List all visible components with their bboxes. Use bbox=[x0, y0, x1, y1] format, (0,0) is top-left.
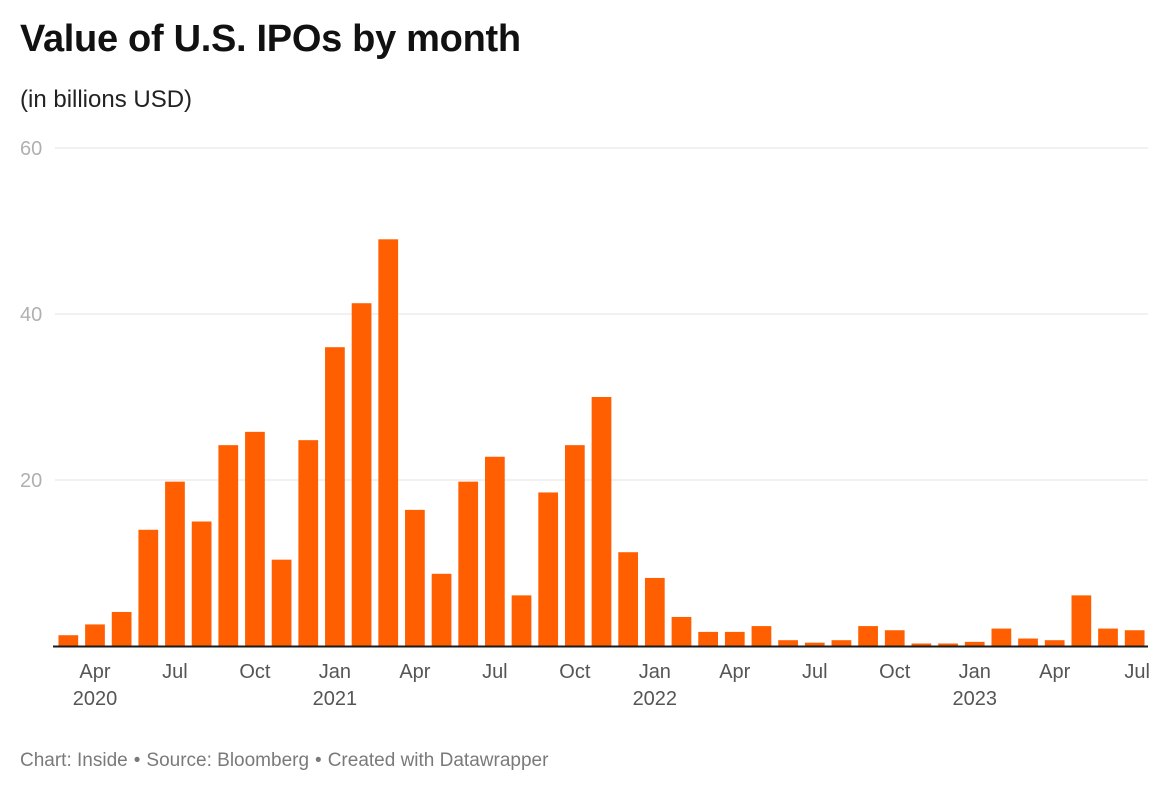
bar bbox=[591, 397, 612, 646]
x-tick-label: Jan bbox=[959, 661, 991, 683]
x-tick-year-label: 2020 bbox=[73, 688, 118, 710]
bar bbox=[751, 626, 772, 646]
bar bbox=[938, 643, 958, 646]
x-tick-year-label: 2023 bbox=[952, 688, 997, 710]
bar bbox=[378, 239, 399, 647]
y-tick-label: 40 bbox=[20, 304, 42, 326]
x-tick-label: Oct bbox=[559, 661, 591, 683]
bar bbox=[485, 456, 505, 646]
bar bbox=[804, 642, 825, 646]
bar bbox=[111, 611, 132, 646]
bar bbox=[245, 431, 265, 646]
x-tick-label: Jul bbox=[162, 661, 188, 683]
bar bbox=[58, 635, 79, 646]
x-tick-label: Oct bbox=[239, 661, 271, 683]
bar bbox=[644, 577, 665, 646]
chart-footer: Chart: Inside • Source: Bloomberg • Created … bbox=[20, 750, 548, 772]
x-tick-label: Apr bbox=[399, 661, 430, 683]
footer-separator: • bbox=[315, 750, 322, 771]
bar bbox=[1018, 638, 1038, 646]
x-tick-label: Oct bbox=[879, 661, 911, 683]
bar bbox=[964, 641, 985, 646]
bar bbox=[618, 552, 639, 646]
bar bbox=[858, 626, 878, 646]
bar bbox=[431, 573, 452, 646]
bar bbox=[325, 347, 345, 646]
bar bbox=[564, 445, 585, 646]
bar bbox=[271, 559, 292, 646]
bar bbox=[298, 440, 319, 646]
bar bbox=[191, 521, 212, 646]
footer-chart-credit: Chart: Inside bbox=[20, 750, 128, 771]
bar bbox=[991, 628, 1012, 646]
bar bbox=[911, 643, 932, 646]
x-tick-year-label: 2022 bbox=[633, 688, 678, 710]
bar bbox=[671, 616, 692, 646]
bar bbox=[1098, 628, 1118, 646]
bar bbox=[1044, 640, 1065, 646]
bar-chart: 20 40 60 Apr 2020 Jul Oct Jan 2021 Apr Jul Oct Jan 20… bbox=[20, 138, 1150, 710]
bar bbox=[165, 481, 185, 646]
footer-source: Source: Bloomberg bbox=[146, 750, 310, 771]
x-tick-label: Jan bbox=[319, 661, 351, 683]
bar bbox=[538, 492, 559, 646]
x-tick-label: Jul bbox=[1124, 661, 1150, 683]
bar bbox=[405, 509, 425, 646]
x-tick-label: Jul bbox=[802, 661, 828, 683]
x-tick-label: Jul bbox=[482, 661, 508, 683]
bar bbox=[138, 529, 159, 646]
x-tick-label: Apr bbox=[1039, 661, 1070, 683]
y-tick-label: 20 bbox=[20, 470, 42, 492]
bar bbox=[778, 640, 798, 646]
footer-separator: • bbox=[133, 750, 141, 771]
bar bbox=[351, 303, 372, 646]
bar bbox=[698, 631, 718, 646]
bar bbox=[511, 595, 532, 646]
chart-subtitle: (in billions USD) bbox=[20, 86, 193, 113]
x-tick-label: Apr bbox=[719, 661, 750, 683]
x-tick-label: Jan bbox=[639, 661, 671, 683]
bar bbox=[458, 481, 479, 646]
bar bbox=[1124, 630, 1145, 646]
bar bbox=[831, 640, 852, 646]
bar bbox=[218, 445, 239, 646]
bar bbox=[85, 624, 105, 646]
bar bbox=[724, 631, 745, 646]
footer-created-with: Created with Datawrapper bbox=[327, 750, 549, 771]
x-tick-label: Apr bbox=[79, 661, 110, 683]
bar bbox=[884, 630, 905, 646]
chart-title: Value of U.S. IPOs by month bbox=[20, 18, 521, 60]
bar bbox=[1071, 595, 1092, 646]
y-tick-label: 60 bbox=[20, 138, 42, 160]
x-tick-year-label: 2021 bbox=[313, 688, 358, 710]
